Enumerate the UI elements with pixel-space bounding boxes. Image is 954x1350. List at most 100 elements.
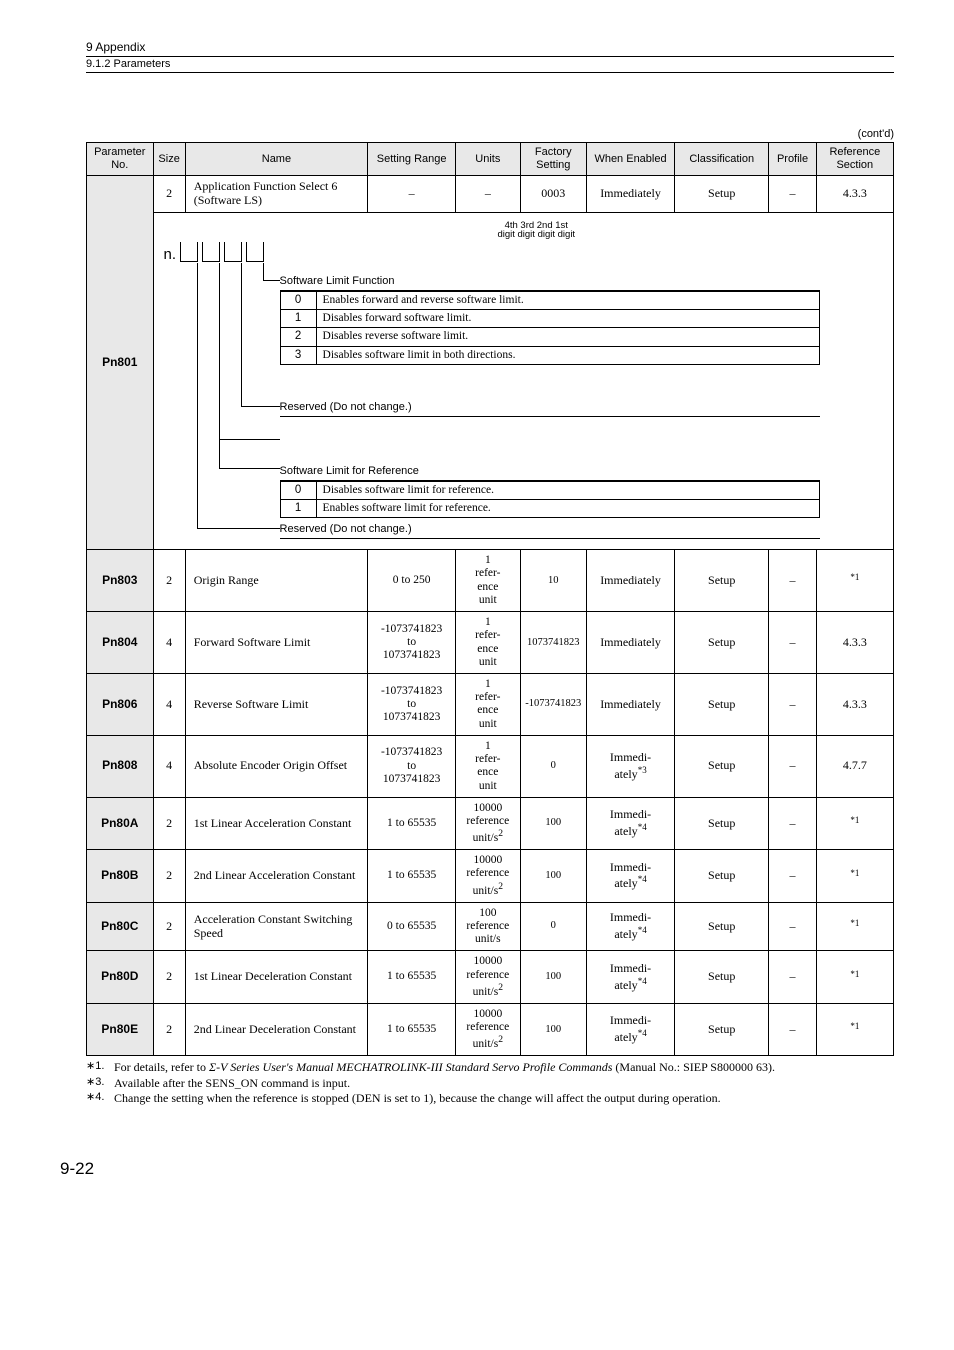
pn801-name: Application Function Select 6(Software L… bbox=[185, 176, 367, 213]
col-classification: Classification bbox=[675, 143, 769, 176]
b3-code-0: 0 bbox=[280, 481, 316, 499]
pn801-profile: – bbox=[769, 176, 816, 213]
digit-box-4th bbox=[180, 242, 198, 262]
pn803-factory: 10 bbox=[520, 550, 587, 612]
fn4-mark: ∗4. bbox=[86, 1091, 114, 1105]
row-pn806: Pn806 4 Reverse Software Limit -10737418… bbox=[87, 673, 894, 735]
pn804-when: Immediately bbox=[587, 612, 675, 674]
pn808-factory: 0 bbox=[520, 735, 587, 797]
digit-box-1st bbox=[246, 242, 264, 262]
col-setting-range: Setting Range bbox=[368, 143, 456, 176]
pn80a-units: 10000referenceunit/s2 bbox=[456, 797, 520, 849]
pn80d-when: Immedi-ately*4 bbox=[587, 951, 675, 1003]
pn806-class: Setup bbox=[675, 673, 769, 735]
pn80c-class: Setup bbox=[675, 902, 769, 951]
col-profile: Profile bbox=[769, 143, 816, 176]
row-pn80c: Pn80C 2 Acceleration Constant Switching … bbox=[87, 902, 894, 951]
pn80a-when: Immedi-ately*4 bbox=[587, 797, 675, 849]
pn80e-ref: *1 bbox=[816, 1003, 893, 1055]
pn806-profile: – bbox=[769, 673, 816, 735]
branch2-title: Reserved (Do not change.) bbox=[280, 401, 820, 417]
pn806-when: Immediately bbox=[587, 673, 675, 735]
pn808-class: Setup bbox=[675, 735, 769, 797]
parameter-table: Parameter No. Size Name Setting Range Un… bbox=[86, 142, 894, 1056]
pn80a-range: 1 to 65535 bbox=[368, 797, 456, 849]
pn80c-ref: *1 bbox=[816, 902, 893, 951]
hline-2 bbox=[241, 406, 280, 407]
hline-3b bbox=[219, 468, 280, 469]
pn808-range: -1073741823to1073741823 bbox=[368, 735, 456, 797]
pn801-class: Setup bbox=[675, 176, 769, 213]
pn803-name: Origin Range bbox=[185, 550, 367, 612]
pn80e-units: 10000referenceunit/s2 bbox=[456, 1003, 520, 1055]
row-pn80a: Pn80A 2 1st Linear Acceleration Constant… bbox=[87, 797, 894, 849]
pn80a-ref: *1 bbox=[816, 797, 893, 849]
pn80c-size: 2 bbox=[153, 902, 185, 951]
pn804-ref: 4.3.3 bbox=[816, 612, 893, 674]
branch1-title: Software Limit Function bbox=[280, 275, 820, 291]
b1-code-2: 2 bbox=[280, 328, 316, 346]
fn4-text: Change the setting when the reference is… bbox=[114, 1091, 721, 1105]
pn80d-range: 1 to 65535 bbox=[368, 951, 456, 1003]
b1-desc-0: Enables forward and reverse software lim… bbox=[316, 291, 819, 309]
pn80b-class: Setup bbox=[675, 850, 769, 902]
pn801-ref: 4.3.3 bbox=[816, 176, 893, 213]
pn806-name: Reverse Software Limit bbox=[185, 673, 367, 735]
row-pn804: Pn804 4 Forward Software Limit -10737418… bbox=[87, 612, 894, 674]
pn80d-units: 10000referenceunit/s2 bbox=[456, 951, 520, 1003]
pn80e-name: 2nd Linear Deceleration Constant bbox=[185, 1003, 367, 1055]
pn80e-class: Setup bbox=[675, 1003, 769, 1055]
pn801-size: 2 bbox=[153, 176, 185, 213]
pn80a-factory: 100 bbox=[520, 797, 587, 849]
b3-desc-0: Disables software limit for reference. bbox=[316, 481, 819, 499]
header-rule-bottom bbox=[86, 72, 894, 73]
pn804-size: 4 bbox=[153, 612, 185, 674]
pn80b-range: 1 to 65535 bbox=[368, 850, 456, 902]
pn80b-units: 10000referenceunit/s2 bbox=[456, 850, 520, 902]
pn801-range: – bbox=[368, 176, 456, 213]
col-when-enabled: When Enabled bbox=[587, 143, 675, 176]
pn804-factory: 1073741823 bbox=[520, 612, 587, 674]
pn804-range: -1073741823to1073741823 bbox=[368, 612, 456, 674]
pn80e-label: Pn80E bbox=[87, 1003, 154, 1055]
pn80b-profile: – bbox=[769, 850, 816, 902]
pn80b-factory: 100 bbox=[520, 850, 587, 902]
pn80b-size: 2 bbox=[153, 850, 185, 902]
hline-3 bbox=[219, 439, 280, 440]
pn80d-size: 2 bbox=[153, 951, 185, 1003]
pn80c-factory: 0 bbox=[520, 902, 587, 951]
pn80a-size: 2 bbox=[153, 797, 185, 849]
pn80d-factory: 100 bbox=[520, 951, 587, 1003]
pn80a-profile: – bbox=[769, 797, 816, 849]
col-reference: Reference Section bbox=[816, 143, 893, 176]
b1-code-3: 3 bbox=[280, 346, 316, 364]
b1-code-1: 1 bbox=[280, 310, 316, 328]
col-factory: Factory Setting bbox=[520, 143, 587, 176]
row-pn80e: Pn80E 2 2nd Linear Deceleration Constant… bbox=[87, 1003, 894, 1055]
pn80a-name: 1st Linear Acceleration Constant bbox=[185, 797, 367, 849]
pn803-class: Setup bbox=[675, 550, 769, 612]
pn806-ref: 4.3.3 bbox=[816, 673, 893, 735]
pn804-profile: – bbox=[769, 612, 816, 674]
pn801-factory: 0003 bbox=[520, 176, 587, 213]
row-pn80b: Pn80B 2 2nd Linear Acceleration Constant… bbox=[87, 850, 894, 902]
pn803-ref: *1 bbox=[816, 550, 893, 612]
pn80e-factory: 100 bbox=[520, 1003, 587, 1055]
pn80c-profile: – bbox=[769, 902, 816, 951]
pn804-class: Setup bbox=[675, 612, 769, 674]
digit-labels-2: digit digit digit digit bbox=[190, 230, 883, 240]
contd-label: (cont'd) bbox=[86, 128, 894, 140]
pn80d-profile: – bbox=[769, 951, 816, 1003]
pn804-name: Forward Software Limit bbox=[185, 612, 367, 674]
pn808-when: Immedi-ately*3 bbox=[587, 735, 675, 797]
pn80c-name: Acceleration Constant Switching Speed bbox=[185, 902, 367, 951]
digit-box-3rd bbox=[202, 242, 220, 262]
fn1-a: For details, refer to bbox=[114, 1060, 209, 1074]
pn803-range: 0 to 250 bbox=[368, 550, 456, 612]
pn808-label: Pn808 bbox=[87, 735, 154, 797]
pn80b-label: Pn80B bbox=[87, 850, 154, 902]
pn801-units: – bbox=[456, 176, 520, 213]
b1-desc-1: Disables forward software limit. bbox=[316, 310, 819, 328]
col-parameter-no: Parameter No. bbox=[87, 143, 154, 176]
pn808-ref: 4.7.7 bbox=[816, 735, 893, 797]
